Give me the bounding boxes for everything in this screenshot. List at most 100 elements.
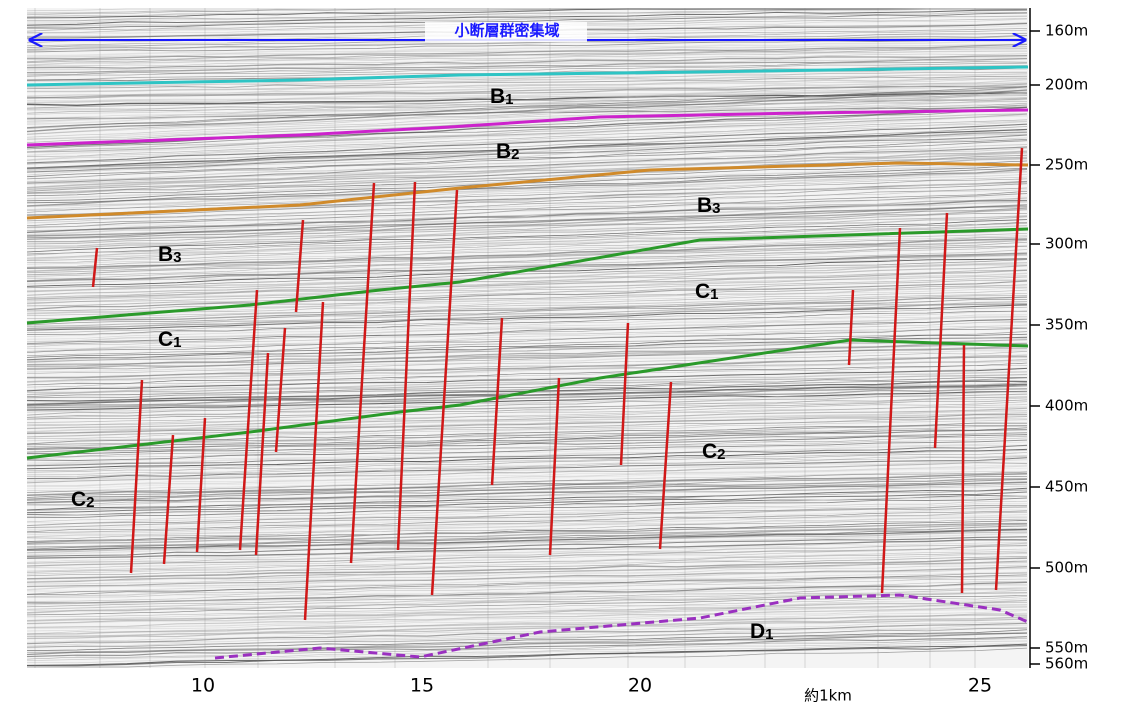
texture-line [27,647,1028,668]
texture-line [27,465,1028,487]
texture-line [26,425,1027,446]
texture-line [26,328,1028,353]
layer-subscript: 3 [712,200,720,217]
texture-line [26,544,1028,567]
texture-line [26,564,1028,585]
fault [548,377,561,556]
depth-label: 300m [1045,235,1088,253]
texture-line [26,264,1028,293]
texture-line [26,467,1028,489]
fault [960,344,966,594]
texture-line [26,75,1028,90]
layer-label: B3 [697,194,721,217]
texture-line [26,121,1028,161]
layer-label: B1 [490,85,514,108]
texture-line [26,115,1028,157]
texture-line [26,306,1028,333]
texture-line [26,532,1028,556]
texture-line [26,556,1028,577]
texture-line [26,12,1028,29]
horizon [26,227,1029,325]
texture-line [26,101,1028,140]
texture-line [26,113,1028,153]
scale-note: 約1km [804,687,852,705]
texture-line [26,548,1028,569]
texture-line [26,301,1028,327]
horizon [26,161,1029,220]
fault [658,381,673,550]
texture-line [26,284,1028,312]
texture-line [26,101,1028,115]
texture-line [26,439,1028,461]
texture-line [26,511,1028,534]
texture-line [26,272,1028,302]
texture-line [26,587,1028,608]
texture-line [26,539,1028,559]
texture-line [26,81,1028,124]
texture-line [26,614,1028,635]
texture-line [26,542,1028,563]
texture-line [26,265,1028,296]
texture-line [26,588,1028,610]
texture-line [26,390,1028,411]
texture-line [26,581,1028,602]
texture-line [26,377,1028,397]
texture-line [26,542,1028,564]
texture-line [26,629,1028,651]
texture-line [26,393,1028,416]
distance-label: 25 [968,675,992,697]
texture-line [26,53,1028,67]
texture-line [27,8,1027,22]
texture-line [26,314,1028,340]
texture-line [26,331,1028,357]
depth-label: 550m [1045,639,1088,657]
texture-line [26,8,1027,24]
texture-line [26,557,1028,580]
fault [129,379,144,574]
texture-line [26,621,1028,643]
texture-line [26,485,1028,507]
texture-line [26,643,1028,664]
texture-line [26,427,1028,449]
banner-bg [425,22,587,42]
texture-line [26,581,1028,604]
texture-line [26,574,1028,595]
texture-line [26,531,1028,554]
texture-line [26,528,1028,550]
layer-letter: D [750,620,765,643]
texture-line [26,238,1028,270]
texture-line [26,320,1028,345]
texture-line [26,139,1028,178]
texture-line [26,48,1028,64]
layer-letter: B [496,140,511,163]
texture-line [26,131,1028,170]
texture-line [26,249,1028,279]
texture-line [27,209,1028,243]
texture-line [26,343,1028,367]
texture-line [26,160,1028,197]
texture-line [26,193,1028,228]
texture-line [26,567,1028,591]
texture-line [26,206,1028,239]
texture-line [26,571,1028,592]
fault [254,352,270,556]
texture-line [26,487,1028,511]
texture-line [26,254,1028,283]
texture-line [26,233,1028,264]
texture-line [26,123,1028,164]
texture-line [26,643,1028,666]
texture-line [26,599,1028,622]
texture-line [26,168,1028,204]
texture-line [26,303,1028,330]
texture-line [26,83,1028,99]
texture-line [26,146,1028,184]
depth-label: 450m [1045,478,1088,496]
texture-line [26,350,1028,373]
texture-line [26,448,1028,470]
fault [162,434,175,565]
texture-line [26,92,1028,135]
texture-line [26,85,1028,99]
texture-line [26,575,1028,598]
fault [238,289,259,551]
texture-line [26,236,1028,268]
